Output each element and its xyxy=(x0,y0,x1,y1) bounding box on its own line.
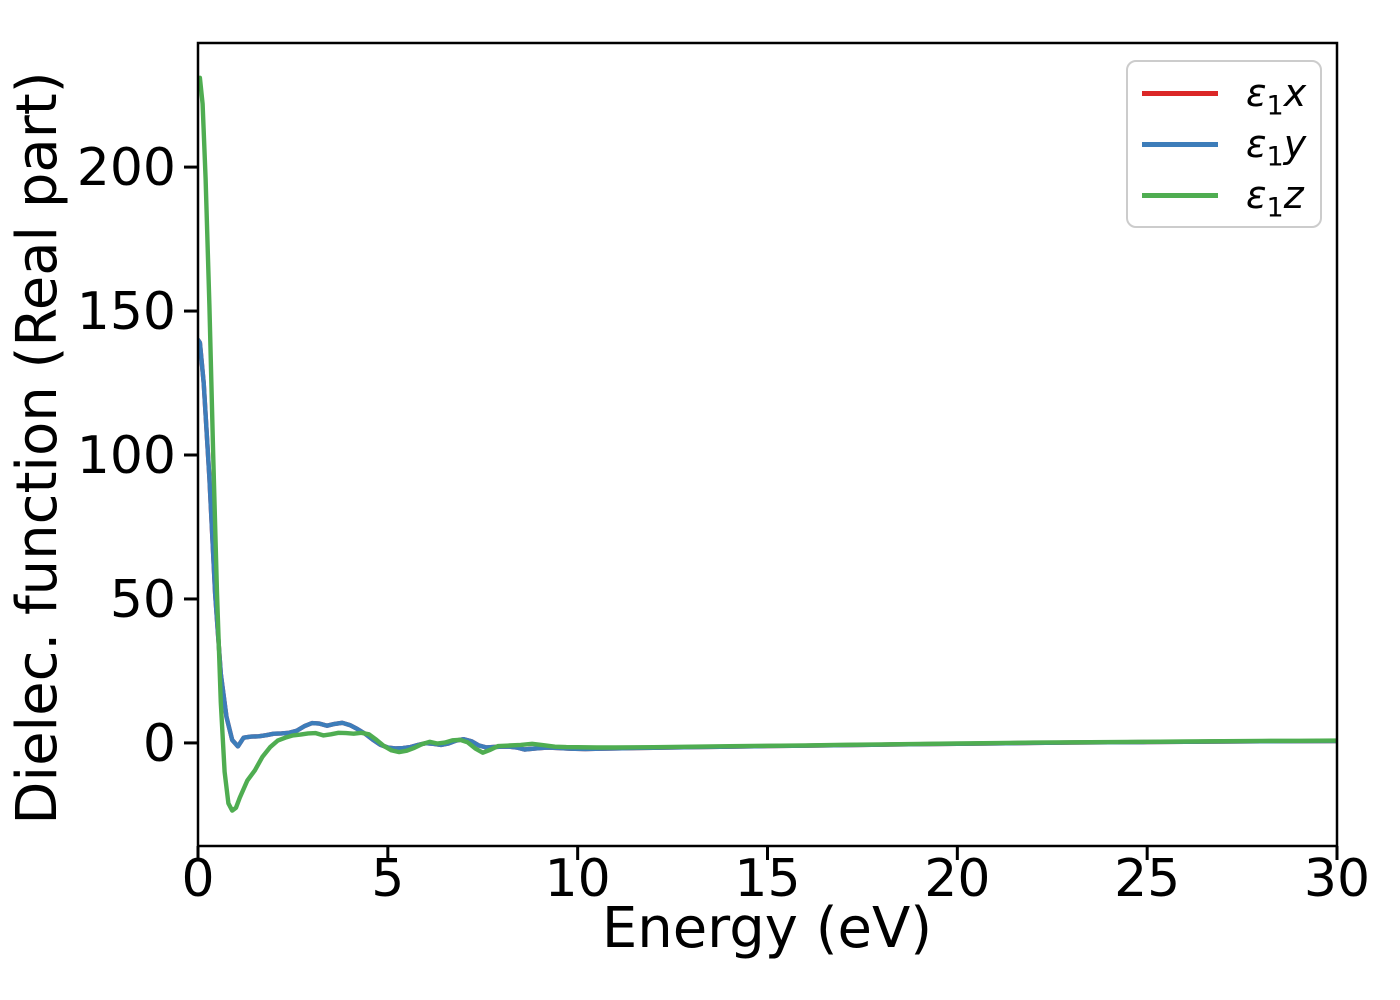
y-tick-label: 0 xyxy=(143,714,176,774)
x-axis-label: Energy (eV) xyxy=(602,896,932,961)
curves xyxy=(198,75,1337,813)
y-tick-label: 200 xyxy=(77,138,176,198)
x-tick-label: 20 xyxy=(924,849,990,909)
curve-eps1z xyxy=(198,75,1337,813)
legend-item-eps1x: ε1x xyxy=(1128,69,1320,122)
y-tick-label: 150 xyxy=(77,282,176,342)
legend-line-swatch-eps1y xyxy=(1142,141,1218,147)
legend-label-eps1y: ε1y xyxy=(1246,122,1307,173)
legend-line-swatch-eps1z xyxy=(1142,192,1218,198)
x-tick-label: 30 xyxy=(1304,849,1370,909)
x-tick-label: 0 xyxy=(181,849,214,909)
legend-label-eps1x: ε1x xyxy=(1246,71,1307,122)
y-axis-label: Dielec. function (Real part) xyxy=(5,71,70,824)
legend: ε1x ε1y ε1z xyxy=(1126,60,1322,228)
x-tick-label: 15 xyxy=(734,849,800,909)
x-tick-label: 10 xyxy=(545,849,611,909)
y-tick-label: 50 xyxy=(110,570,176,630)
legend-item-eps1y: ε1y xyxy=(1128,120,1320,173)
axis-ticks: 0 5 10 15 20 25 30 0 50 100 150 200 xyxy=(77,138,1370,909)
axes-spines xyxy=(196,41,1339,848)
legend-label-eps1z: ε1z xyxy=(1246,173,1304,224)
legend-item-eps1z: ε1z xyxy=(1128,171,1320,224)
legend-line-swatch-eps1x xyxy=(1142,90,1218,96)
y-tick-label: 100 xyxy=(77,426,176,486)
x-tick-label: 25 xyxy=(1114,849,1180,909)
x-tick-label: 5 xyxy=(371,849,404,909)
